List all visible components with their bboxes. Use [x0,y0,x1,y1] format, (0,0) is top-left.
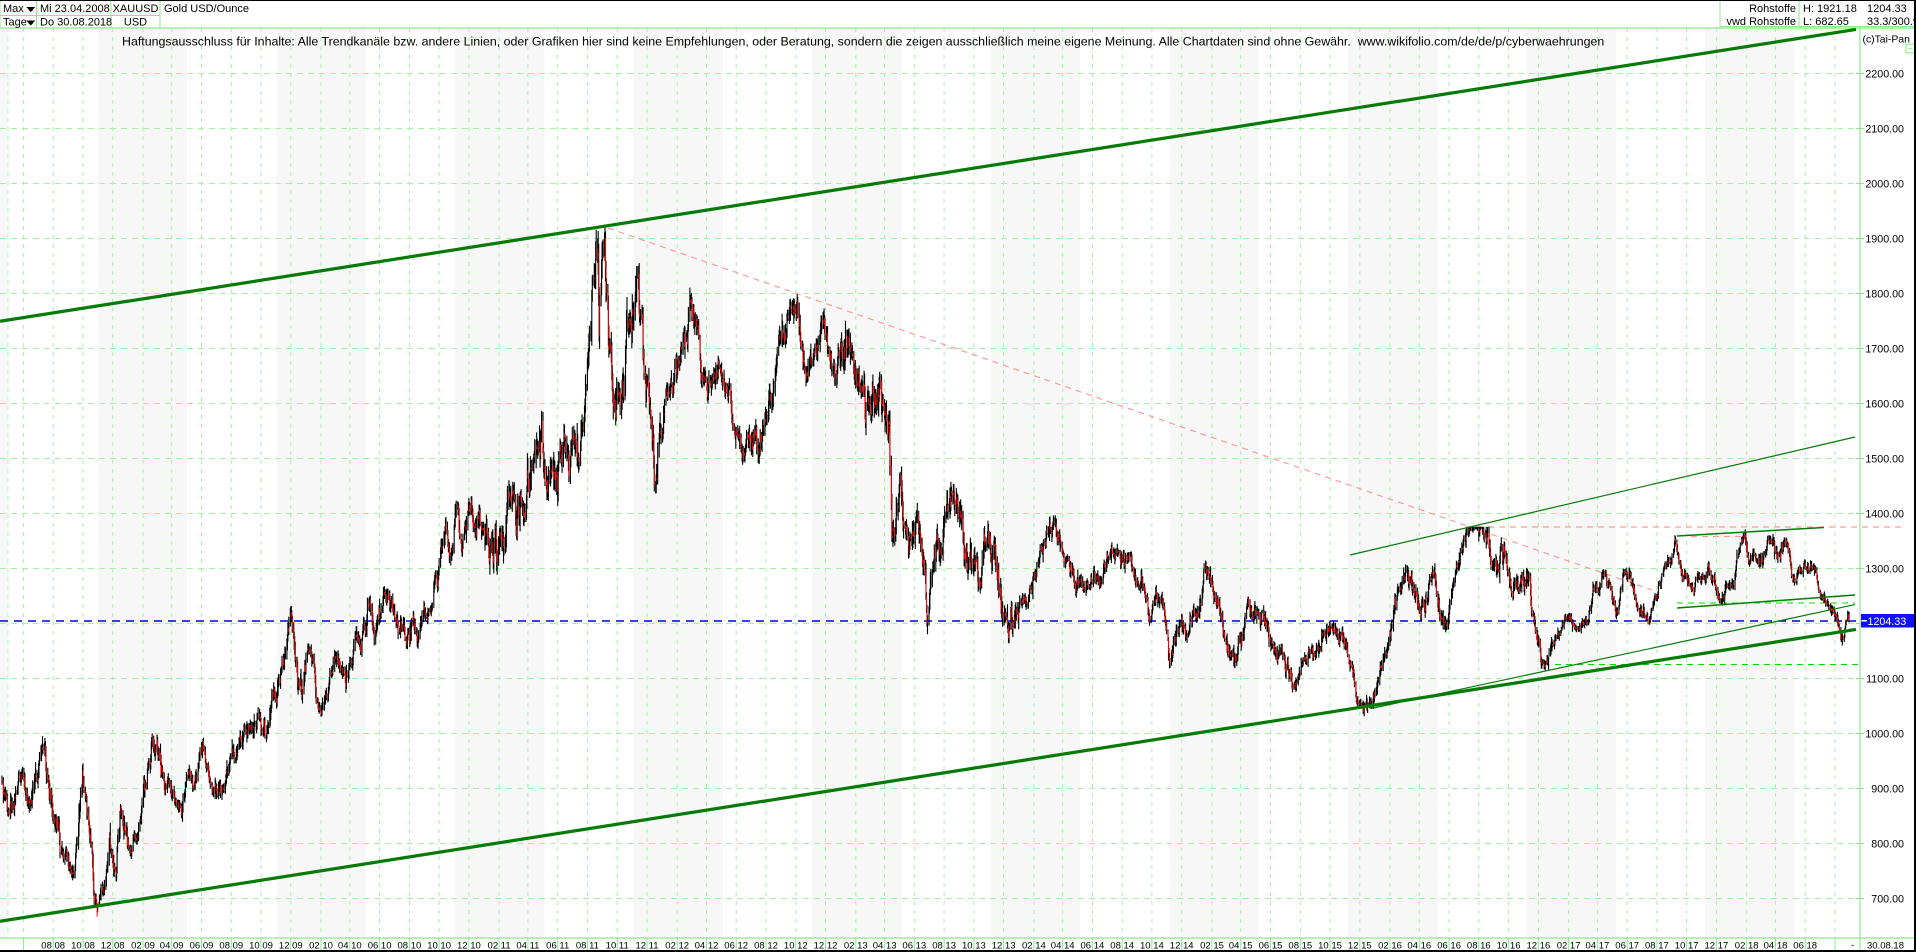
svg-text:08 08: 08 08 [41,941,65,952]
svg-text:06 18: 06 18 [1793,941,1817,952]
svg-text:Rohstoffe: Rohstoffe [1749,3,1796,15]
svg-text:08 15: 08 15 [1288,941,1312,952]
svg-text:04 12: 04 12 [695,941,719,952]
svg-text:02 17: 02 17 [1557,941,1581,952]
svg-text:1204.33: 1204.33 [1867,3,1907,15]
svg-text:08 11: 08 11 [576,941,599,952]
svg-text:08 10: 08 10 [398,941,422,952]
svg-text:12 17: 12 17 [1705,941,1729,952]
svg-text:06 12: 06 12 [724,941,748,952]
svg-text:1300.00: 1300.00 [1865,563,1904,575]
svg-text:06 09: 06 09 [190,941,214,952]
svg-text:Tage: Tage [3,17,27,29]
svg-text:10 12: 10 12 [784,941,808,952]
svg-text:USD: USD [124,17,147,29]
svg-text:33.3/300.9: 33.3/300.9 [1867,16,1916,28]
svg-text:10 15: 10 15 [1318,941,1342,952]
svg-text:12 10: 12 10 [457,941,481,952]
svg-text:12 12: 12 12 [814,941,838,952]
svg-text:12 09: 12 09 [279,941,303,952]
svg-text:04 14: 04 14 [1051,941,1075,952]
svg-text:02 15: 02 15 [1200,941,1224,952]
svg-text:04 11: 04 11 [516,941,539,952]
svg-text:04 13: 04 13 [873,941,897,952]
svg-text:Haftungsausschluss für Inhalte: Haftungsausschluss für Inhalte: Alle Tre… [122,35,1604,49]
svg-text:02 10: 02 10 [309,941,333,952]
svg-text:vwd Rohstoffe: vwd Rohstoffe [1726,16,1796,28]
svg-text:1600.00: 1600.00 [1865,398,1904,410]
svg-text:12 13: 12 13 [992,941,1016,952]
svg-text:1000.00: 1000.00 [1865,728,1904,740]
svg-text:10 13: 10 13 [962,941,986,952]
svg-text:02 14: 02 14 [1022,941,1046,952]
svg-text:1500.00: 1500.00 [1865,453,1904,465]
svg-text:04 18: 04 18 [1764,941,1788,952]
svg-text:Gold USD/Ounce: Gold USD/Ounce [164,3,249,15]
svg-text:30.08.18: 30.08.18 [1867,941,1904,952]
svg-text:08 16: 08 16 [1467,941,1491,952]
svg-text:08 12: 08 12 [754,941,778,952]
svg-text:-: - [1851,940,1854,951]
svg-text:02 11: 02 11 [488,941,511,952]
svg-text:XAUUSD: XAUUSD [113,3,159,15]
svg-text:06 10: 06 10 [368,941,392,952]
svg-text:06 14: 06 14 [1081,941,1105,952]
svg-text:02 13: 02 13 [844,941,868,952]
svg-text:02 18: 02 18 [1735,941,1759,952]
svg-text:10 16: 10 16 [1497,941,1521,952]
svg-text:02 09: 02 09 [131,941,155,952]
svg-text:08 14: 08 14 [1110,941,1134,952]
svg-text:Do 30.08.2018: Do 30.08.2018 [40,17,112,29]
svg-text:(c)Tai-Pan: (c)Tai-Pan [1863,35,1911,46]
svg-text:10 08: 10 08 [71,941,95,952]
svg-text:12 16: 12 16 [1527,941,1551,952]
svg-text:08 17: 08 17 [1645,941,1669,952]
svg-text:Max: Max [3,3,24,15]
svg-text:04 15: 04 15 [1229,941,1253,952]
svg-text:04 10: 04 10 [338,941,362,952]
svg-text:1900.00: 1900.00 [1865,233,1904,245]
svg-text:12 11: 12 11 [635,941,658,952]
svg-text:08 13: 08 13 [932,941,956,952]
svg-text:2000.00: 2000.00 [1865,178,1904,190]
svg-text:06 17: 06 17 [1615,941,1639,952]
svg-text:2200.00: 2200.00 [1865,68,1904,80]
svg-text:06 15: 06 15 [1259,941,1283,952]
svg-text:06 16: 06 16 [1437,941,1461,952]
svg-text:900.00: 900.00 [1871,783,1904,795]
svg-text:04 16: 04 16 [1407,941,1431,952]
svg-text:2100.00: 2100.00 [1865,123,1904,135]
svg-text:10 11: 10 11 [606,941,629,952]
svg-text:04 17: 04 17 [1586,941,1610,952]
svg-text:1204.33: 1204.33 [1868,616,1907,628]
svg-text:700.00: 700.00 [1871,893,1904,905]
svg-text:800.00: 800.00 [1871,838,1904,850]
svg-text:10 14: 10 14 [1140,941,1164,952]
svg-text:H: 1921.18: H: 1921.18 [1803,3,1857,15]
svg-text:10 09: 10 09 [249,941,273,952]
svg-text:12 14: 12 14 [1170,941,1194,952]
svg-text:06 13: 06 13 [902,941,926,952]
svg-text:Mi 23.04.2008: Mi 23.04.2008 [40,3,110,15]
svg-text:1100.00: 1100.00 [1866,673,1904,685]
svg-text:L: 682.65: L: 682.65 [1803,16,1849,28]
svg-text:1700.00: 1700.00 [1865,343,1904,355]
svg-text:12 08: 12 08 [101,941,125,952]
svg-text:08 09: 08 09 [219,941,243,952]
svg-text:06 11: 06 11 [546,941,569,952]
svg-text:04 09: 04 09 [160,941,184,952]
svg-text:10 17: 10 17 [1675,941,1699,952]
svg-text:1400.00: 1400.00 [1865,508,1904,520]
svg-text:12 15: 12 15 [1348,941,1372,952]
svg-text:02 12: 02 12 [665,941,689,952]
svg-text:1800.00: 1800.00 [1865,288,1904,300]
svg-text:02 16: 02 16 [1378,941,1402,952]
svg-text:10 10: 10 10 [427,941,451,952]
